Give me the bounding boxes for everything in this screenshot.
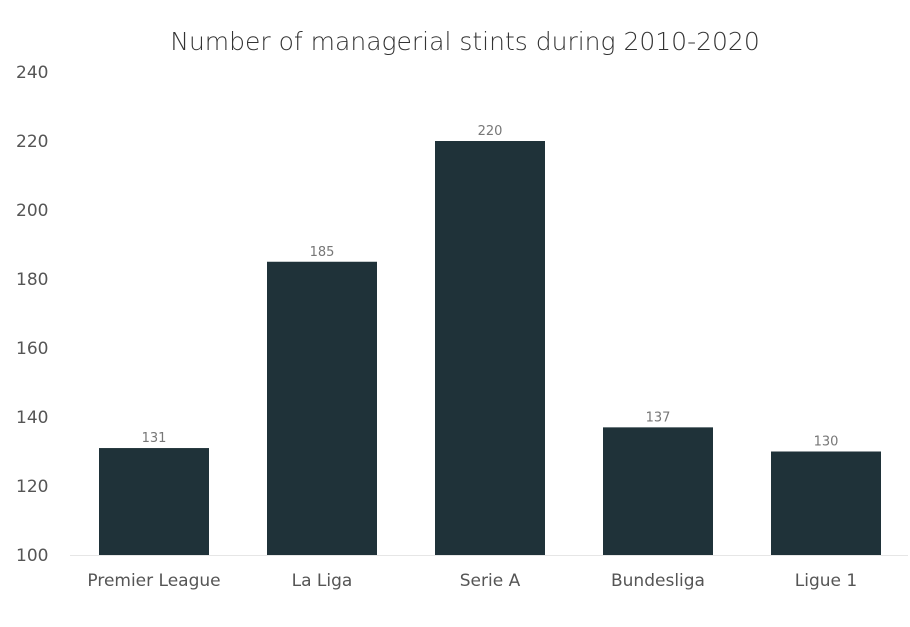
bar-value-label: 131	[142, 431, 167, 446]
y-tick-label: 140	[16, 408, 48, 428]
bar	[435, 141, 545, 555]
y-tick-label: 240	[16, 63, 48, 83]
y-tick-label: 220	[16, 132, 48, 152]
x-tick-label: La Liga	[292, 571, 353, 591]
x-axis: Premier League La Liga Serie A Bundesliga Li…	[87, 571, 857, 591]
bar-value-label: 137	[646, 410, 671, 425]
bar-value-label: 130	[814, 435, 839, 450]
data-labels-group: 131 185 220 137 130	[142, 124, 839, 450]
bar	[99, 448, 209, 555]
chart-title: Number of managerial stints during 2010-…	[170, 27, 759, 56]
y-axis: 100 120 140 160 180 200 220 240	[16, 63, 48, 566]
x-tick-label: Bundesliga	[611, 571, 705, 591]
x-tick-label: Ligue 1	[795, 571, 857, 591]
bars-group	[99, 141, 881, 555]
y-tick-label: 180	[16, 270, 48, 290]
y-tick-label: 200	[16, 201, 48, 221]
bar	[267, 261, 377, 555]
y-tick-label: 160	[16, 339, 48, 359]
bar-value-label: 220	[478, 124, 503, 139]
bar	[603, 427, 713, 555]
y-tick-label: 120	[16, 477, 48, 497]
bar-value-label: 185	[310, 245, 335, 260]
x-tick-label: Premier League	[87, 571, 220, 591]
x-tick-label: Serie A	[460, 571, 521, 591]
bar	[771, 451, 881, 555]
y-tick-label: 100	[16, 546, 48, 566]
